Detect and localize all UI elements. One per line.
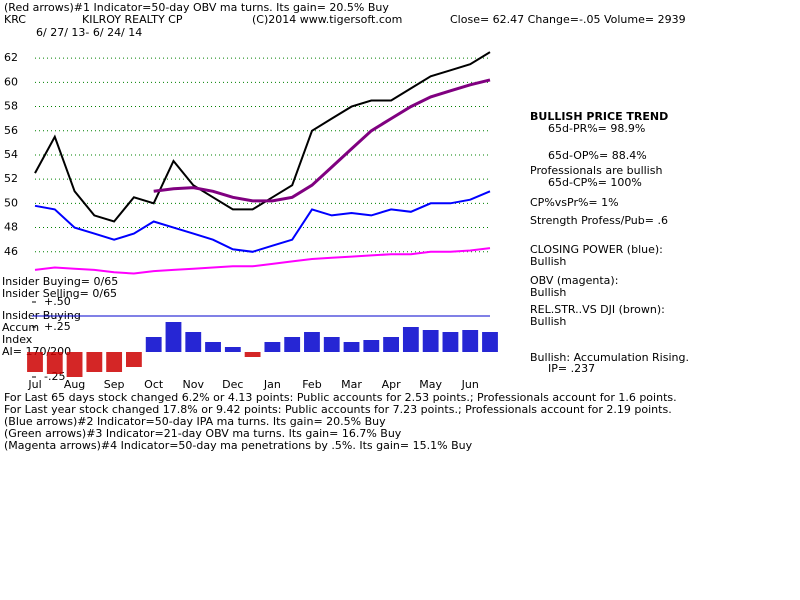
- bar: [304, 332, 320, 352]
- y-tick-label: 48: [4, 221, 18, 234]
- y-tick-label: 54: [4, 148, 18, 161]
- x-tick-label: Mar: [341, 378, 362, 391]
- side-note: Professionals are bullish: [530, 164, 662, 177]
- bar: [244, 352, 261, 357]
- x-tick-label: Apr: [382, 378, 402, 391]
- insider: Insider Buying= 0/65: [2, 275, 118, 288]
- x-tick-label: Aug: [64, 378, 85, 391]
- company: KILROY REALTY CP: [82, 13, 183, 26]
- bar: [145, 337, 162, 352]
- y-tick-label: +.25: [44, 320, 71, 333]
- series-line: [34, 190, 491, 253]
- x-tick-label: Feb: [302, 378, 321, 391]
- ticker: KRC: [4, 13, 26, 26]
- accum: Accum: [2, 321, 39, 334]
- side-note: Bullish: [530, 286, 566, 299]
- labels: (Red arrows)#1 Indicator=50-day OBV ma t…: [2, 1, 689, 452]
- bar: [205, 342, 221, 352]
- series-line: [34, 247, 491, 275]
- bar: [442, 332, 459, 352]
- accum: Index: [2, 333, 33, 346]
- side-note: IP= .237: [548, 362, 595, 375]
- side-note: CLOSING POWER (blue):: [530, 243, 663, 256]
- bar: [284, 337, 301, 352]
- footer-line: For Last year stock changed 17.8% or 9.4…: [4, 403, 672, 416]
- bar: [185, 332, 202, 352]
- y-tick-label: 62: [4, 51, 18, 64]
- x-tick-label: Dec: [222, 378, 243, 391]
- header-line: (Red arrows)#1 Indicator=50-day OBV ma t…: [4, 1, 389, 14]
- insider: Insider Selling= 0/65: [2, 287, 117, 300]
- x-tick-label: Jan: [263, 378, 281, 391]
- y-tick-label: 52: [4, 172, 18, 185]
- quote: Close= 62.47 Change=-.05 Volume= 2939: [450, 13, 686, 26]
- y-tick-label: 56: [4, 124, 18, 137]
- bar: [363, 340, 380, 352]
- side-note: 65d-PR%= 98.9%: [548, 122, 645, 135]
- side-note: REL.STR..VS DJI (brown):: [530, 303, 665, 316]
- side-note: OBV (magenta):: [530, 274, 618, 287]
- x-tick-label: Sep: [104, 378, 125, 391]
- x-tick-label: Jul: [27, 378, 41, 391]
- y-tick-label: 46: [4, 245, 18, 258]
- dates: 6/ 27/ 13- 6/ 24/ 14: [36, 26, 142, 39]
- bar: [402, 327, 419, 352]
- side-note: 65d-CP%= 100%: [548, 176, 642, 189]
- y-tick-label: 60: [4, 75, 18, 88]
- series-line: [153, 78, 491, 203]
- bar: [126, 352, 142, 367]
- bar: [422, 330, 439, 352]
- footer-line: For Last 65 days stock changed 6.2% or 4…: [4, 391, 677, 404]
- footer-line: (Green arrows)#3 Indicator=21-day OBV ma…: [4, 427, 402, 440]
- x-tick-label: Jun: [461, 378, 479, 391]
- y-tick-label: +.50: [44, 295, 71, 308]
- side-note: 65d-OP%= 88.4%: [548, 149, 647, 162]
- side-note: Bullish: [530, 255, 566, 268]
- side-note: CP%vsPr%= 1%: [530, 196, 619, 209]
- side-note: Strength Profess/Pub= .6: [530, 214, 668, 227]
- bar: [27, 352, 43, 372]
- bar: [165, 322, 182, 352]
- bar: [323, 337, 340, 352]
- bar: [66, 352, 83, 377]
- bar: [86, 352, 103, 372]
- footer-line: (Magenta arrows)#4 Indicator=50-day ma p…: [4, 439, 473, 452]
- bar: [106, 352, 123, 372]
- bar: [46, 352, 63, 374]
- x-tick-label: Nov: [183, 378, 205, 391]
- copyright: (C)2014 www.tigersoft.com: [252, 13, 402, 26]
- bar: [462, 330, 479, 352]
- footer-line: (Blue arrows)#2 Indicator=50-day IPA ma …: [4, 415, 386, 428]
- x-tick-label: Oct: [144, 378, 164, 391]
- bar: [383, 337, 399, 352]
- bar: [264, 342, 281, 352]
- y-tick-label: 50: [4, 196, 18, 209]
- bar: [343, 342, 360, 352]
- bar: [482, 332, 498, 352]
- series-line: [34, 51, 491, 223]
- x-tick-label: May: [419, 378, 442, 391]
- side-note: Bullish: Accumulation Rising.: [530, 351, 689, 364]
- side-note: Bullish: [530, 315, 566, 328]
- side-note: BULLISH PRICE TREND: [530, 110, 668, 123]
- y-tick-label: 58: [4, 100, 18, 113]
- bar: [224, 347, 241, 352]
